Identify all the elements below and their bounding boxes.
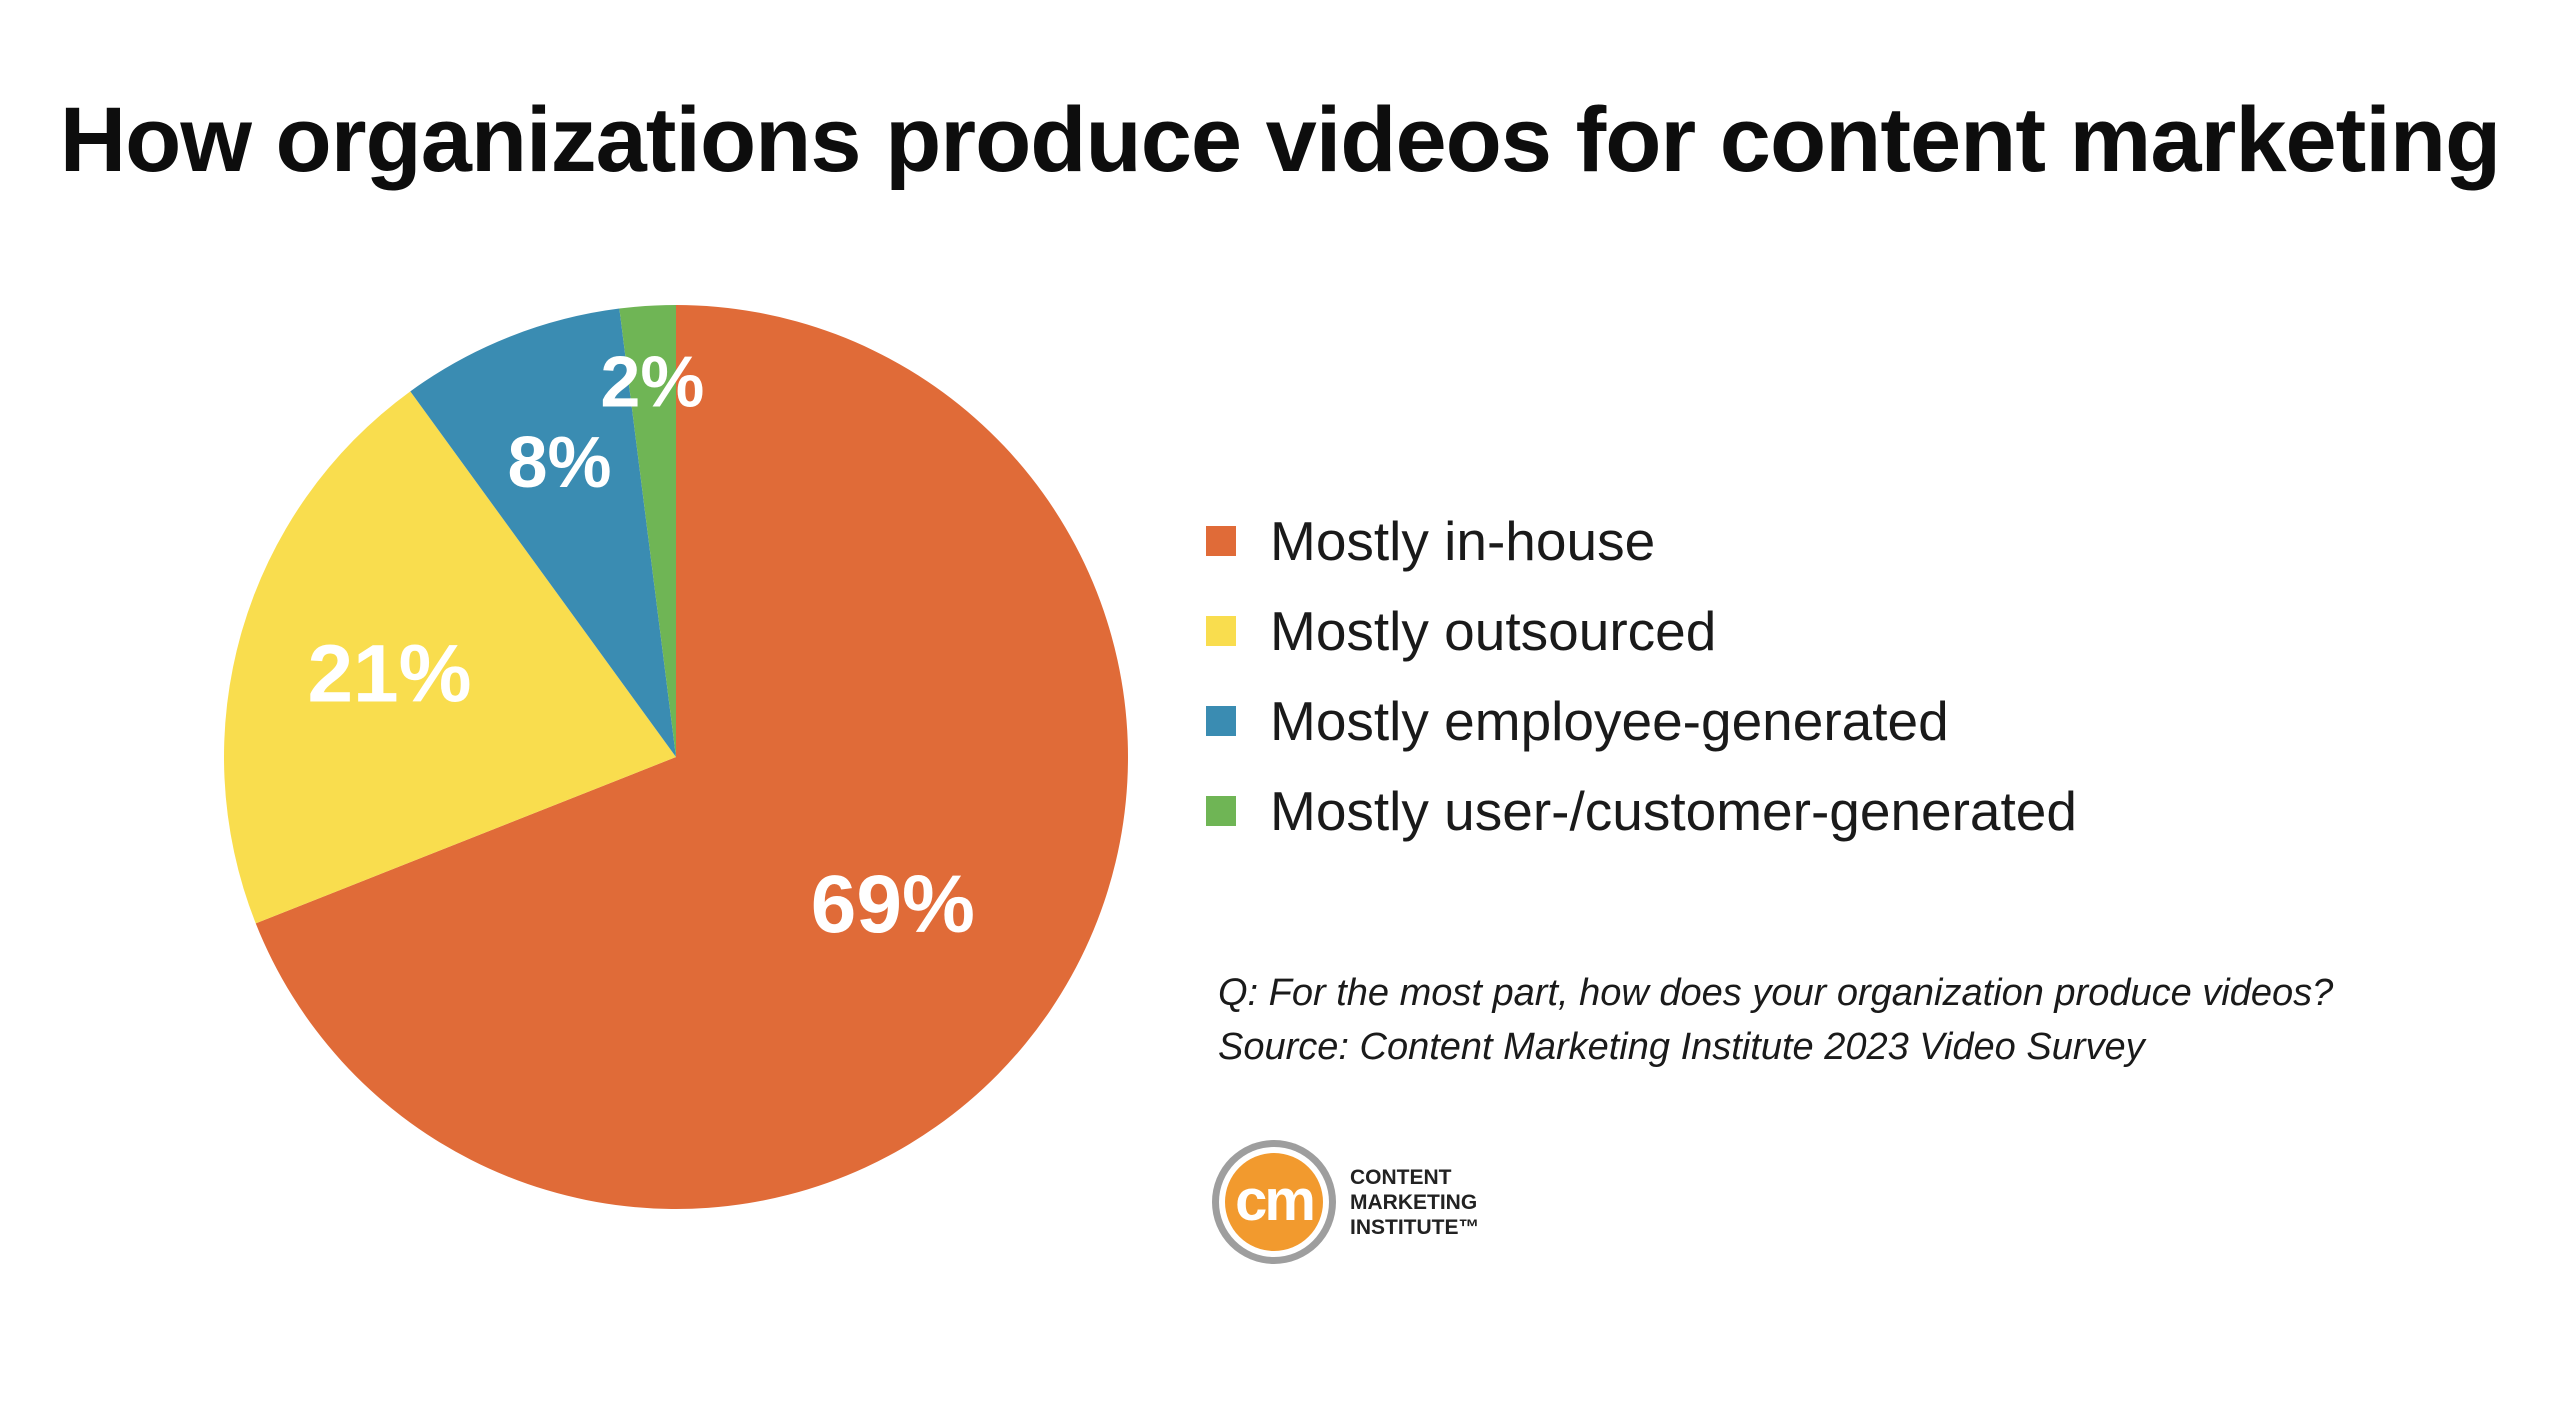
slice-value-label: 8% (507, 423, 611, 503)
slice-value-label: 21% (307, 628, 471, 719)
chart-notes: Q: For the most part, how does your orga… (1218, 966, 2333, 1074)
legend-swatch (1206, 796, 1236, 826)
legend-item: Mostly employee-generated (1206, 676, 2077, 766)
cmi-logo-icon: cm (1212, 1140, 1336, 1264)
legend-label: Mostly user-/customer-generated (1270, 780, 2077, 842)
legend-swatch (1206, 706, 1236, 736)
pie-slice-3 (410, 308, 676, 757)
legend-swatch (1206, 526, 1236, 556)
cmi-logo-mark: cm (1235, 1168, 1313, 1233)
slice-value-label: 2% (600, 343, 704, 423)
logo-line: INSTITUTE™ (1350, 1215, 1480, 1239)
survey-question: Q: For the most part, how does your orga… (1218, 972, 2334, 1014)
legend-swatch (1206, 616, 1236, 646)
legend-item: Mostly user-/customer-generated (1206, 766, 2077, 856)
chart-title: How organizations produce videos for con… (59, 89, 2502, 191)
logo-line: CONTENT (1350, 1165, 1452, 1189)
legend-label: Mostly employee-generated (1270, 690, 1949, 752)
legend-item: Mostly outsourced (1206, 586, 2077, 676)
pie-slice-4 (619, 305, 676, 757)
legend-item: Mostly in-house (1206, 496, 2077, 586)
cmi-logo: cm CONTENT MARKETING INSTITUTE™ (1208, 1136, 1480, 1268)
logo-line: MARKETING (1350, 1190, 1478, 1214)
source-note: Source: Content Marketing Institute 2023… (1218, 1026, 2145, 1068)
chart-legend: Mostly in-house Mostly outsourced Mostly e… (1206, 496, 2077, 856)
pie-slice-1 (255, 305, 1129, 1209)
legend-label: Mostly outsourced (1270, 600, 1717, 662)
pie-slice-2 (223, 391, 676, 924)
legend-label: Mostly in-house (1270, 510, 1656, 572)
cmi-logo-wordmark: CONTENT MARKETING INSTITUTE™ (1350, 1165, 1480, 1240)
slice-value-label: 69% (811, 859, 975, 950)
